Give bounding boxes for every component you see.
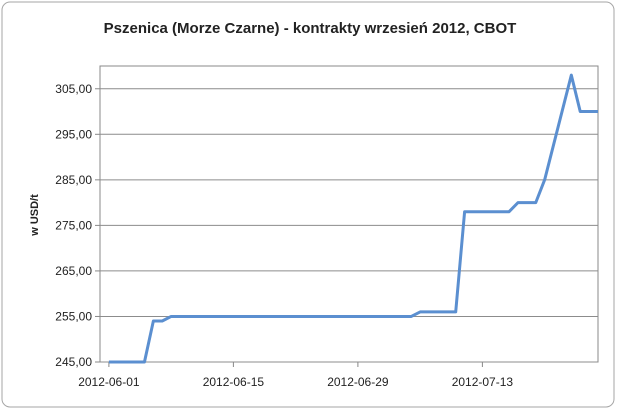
y-axis-label: w USD/t xyxy=(29,194,41,237)
data-line xyxy=(108,73,598,364)
y-tick-label: 255,00 xyxy=(55,309,92,323)
x-tick-label: 2012-06-15 xyxy=(203,375,265,389)
chart-frame xyxy=(1,1,615,408)
y-tick-label: 265,00 xyxy=(55,264,92,278)
x-tick-label: 2012-06-29 xyxy=(327,375,389,389)
y-tick-label: 245,00 xyxy=(55,355,92,369)
x-tick-label: 2012-06-01 xyxy=(78,375,140,389)
y-tick-label: 295,00 xyxy=(55,127,92,141)
y-tick-label: 285,00 xyxy=(55,173,92,187)
y-tick-label: 305,00 xyxy=(55,82,92,96)
x-tick-label: 2012-07-13 xyxy=(452,375,514,389)
y-tick-label: 275,00 xyxy=(55,218,92,232)
chart-title: Pszenica (Morze Czarne) - kontrakty wrze… xyxy=(104,20,517,37)
